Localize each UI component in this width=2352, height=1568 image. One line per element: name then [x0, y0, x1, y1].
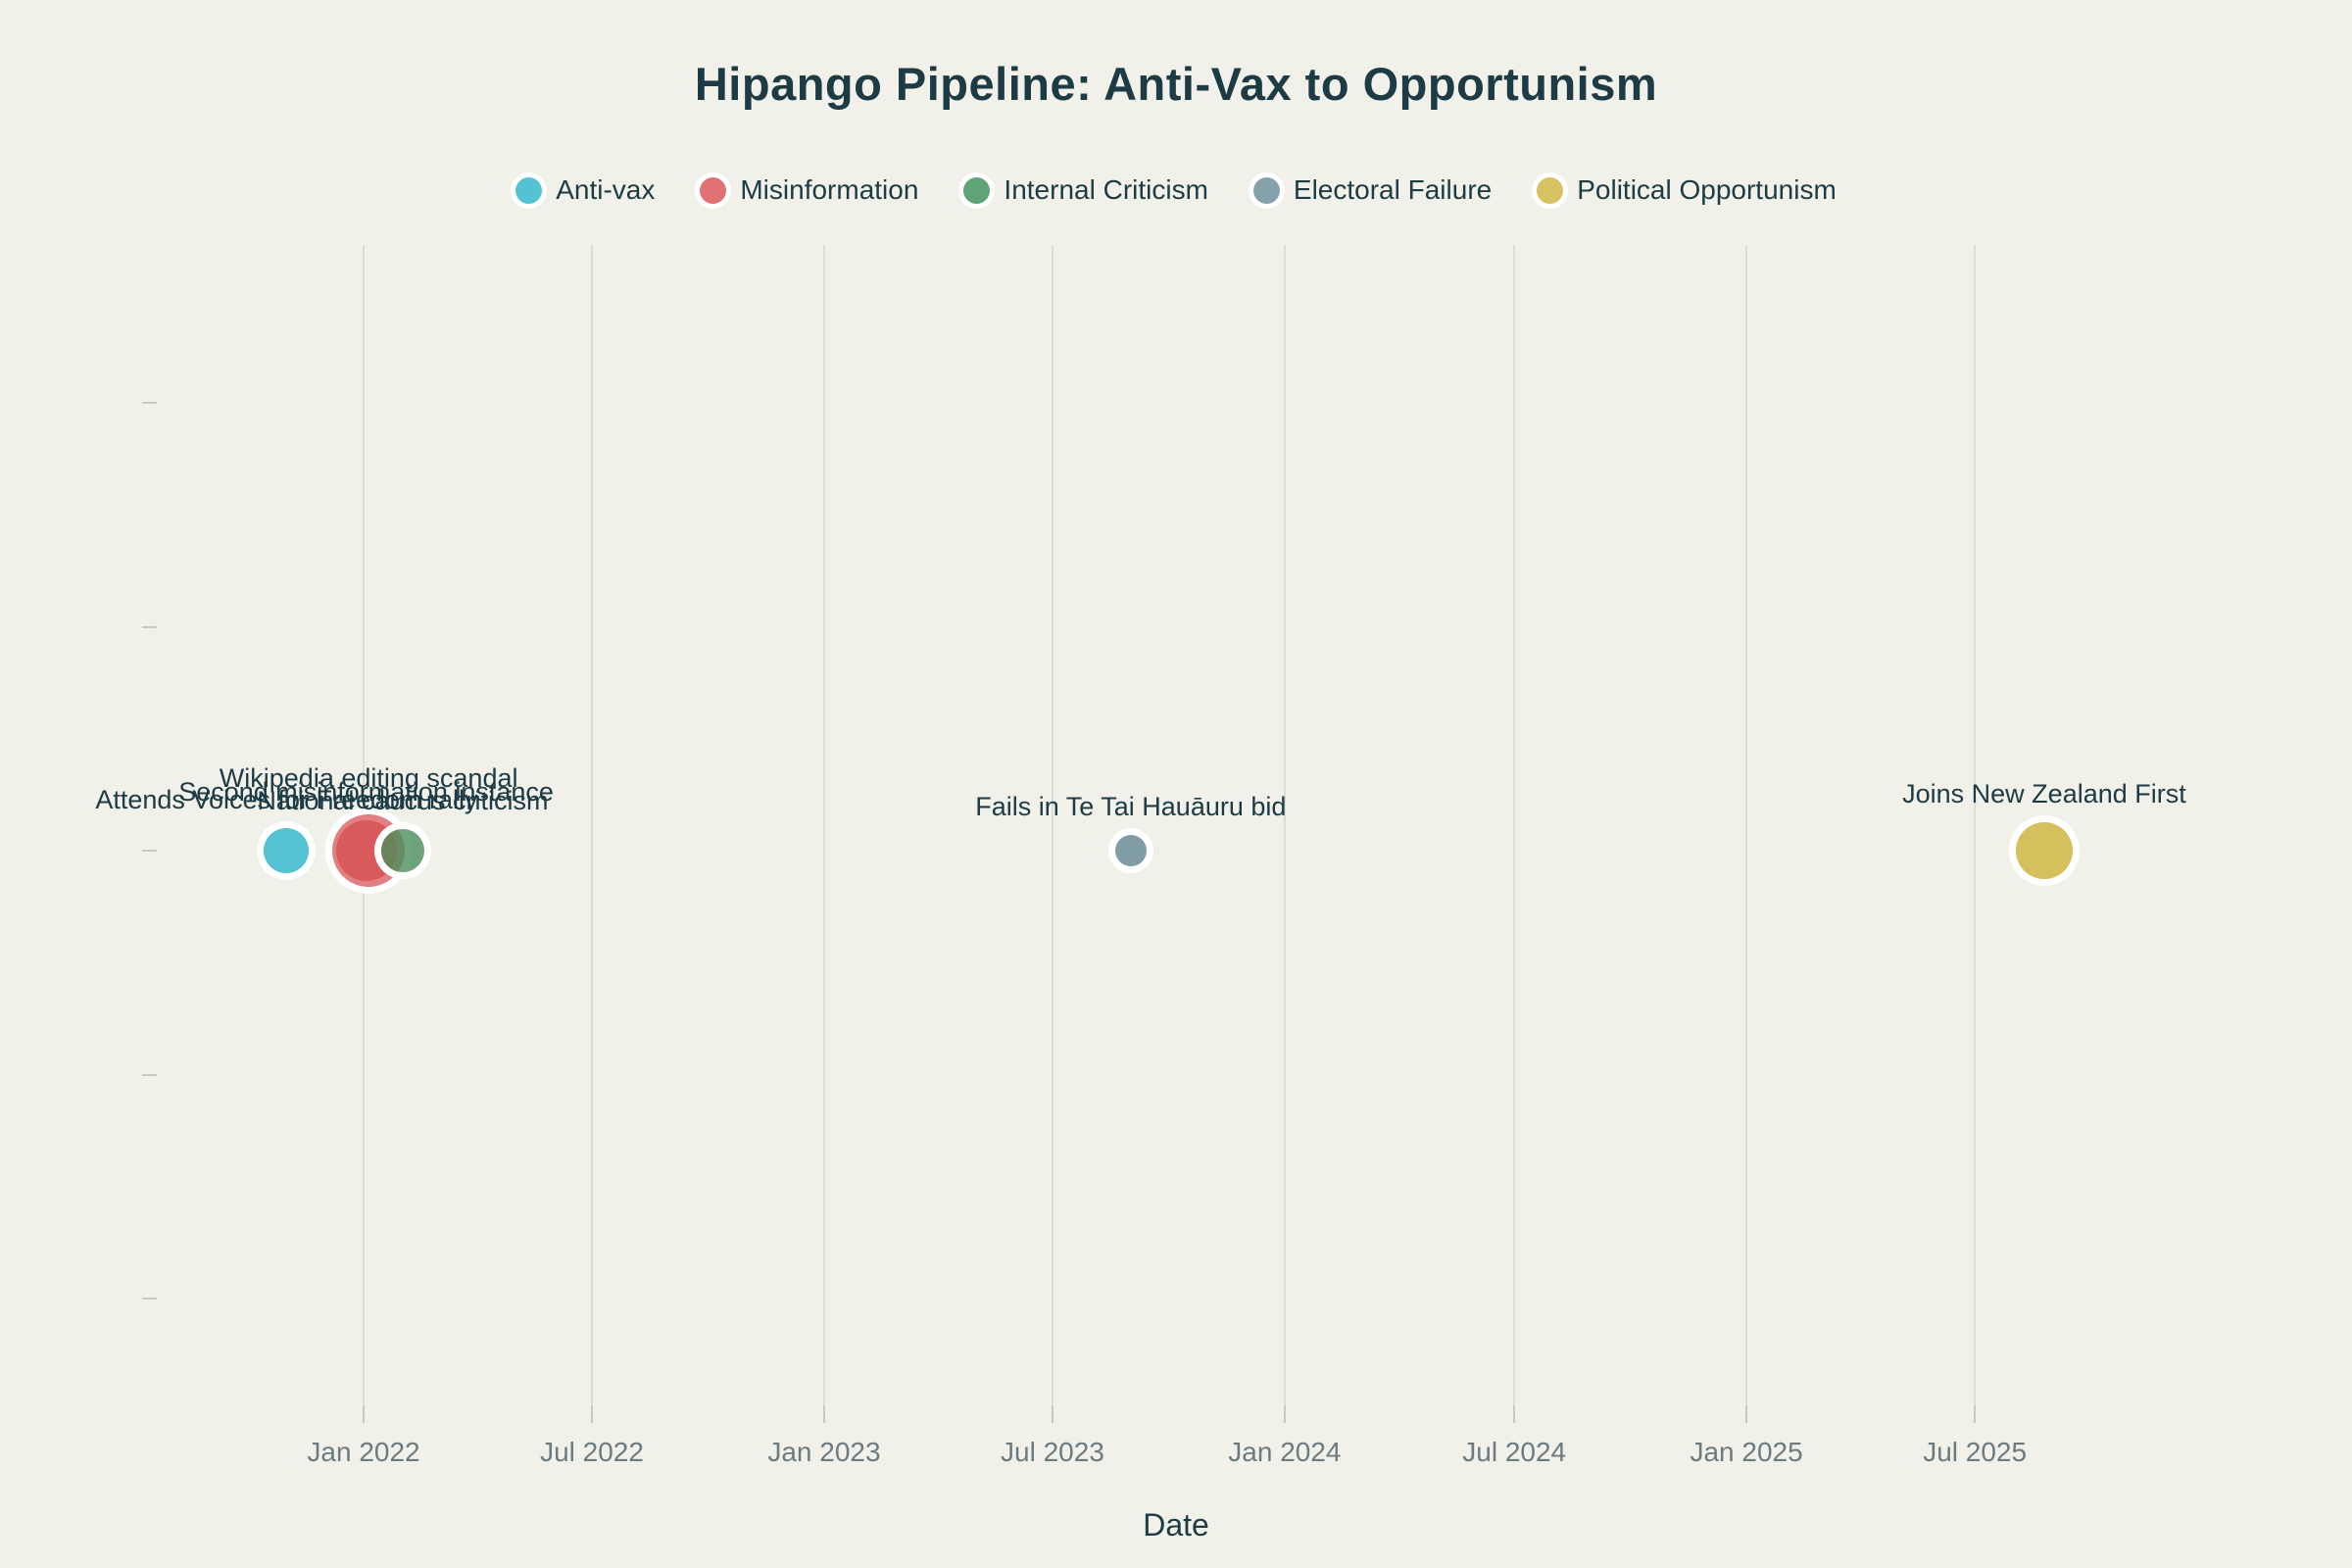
point-label: Attends Voices for Freedom rally [95, 785, 478, 814]
x-tick-mark [1283, 1405, 1286, 1423]
legend-item-misinformation[interactable]: Misinformation [700, 174, 918, 206]
x-tick-label: Jan 2025 [1690, 1437, 1803, 1467]
point-label: Joins New Zealand First [1902, 779, 2186, 808]
legend-circle-icon [700, 176, 727, 204]
y-tick-mark [142, 402, 157, 404]
gridline [1745, 245, 1748, 1423]
legend-label: Anti-vax [556, 174, 656, 205]
x-tick-mark [363, 1405, 365, 1423]
x-tick-mark [1051, 1405, 1054, 1423]
legend-circle-icon [1252, 176, 1280, 204]
x-tick-mark [822, 1405, 825, 1423]
x-axis-title: Date [1143, 1507, 1209, 1543]
legend-item-anti-vax[interactable]: Anti-vax [515, 174, 655, 206]
gridline [591, 245, 594, 1423]
y-tick-mark [142, 1073, 157, 1076]
x-tick-mark [1513, 1405, 1516, 1423]
x-tick-label: Jul 2025 [1923, 1437, 2028, 1467]
gridline [1513, 245, 1516, 1423]
point-label: Second misinformation instance [178, 777, 554, 807]
x-tick-label: Jul 2023 [1001, 1437, 1104, 1467]
point-label: National caucus criticism [257, 786, 549, 815]
x-tick-mark [1745, 1405, 1748, 1423]
data-point-national-caucus-criticism[interactable] [380, 829, 424, 872]
legend: Anti-vax Misinformation Internal Criticism… [0, 174, 2352, 206]
legend-circle-icon [963, 176, 991, 204]
data-point-fails-in-te-tai-hau-uru-bid[interactable] [1114, 835, 1147, 866]
y-tick-mark [142, 625, 157, 628]
x-tick-label: Jul 2022 [540, 1437, 644, 1467]
gridline [1051, 245, 1054, 1423]
x-tick-label: Jan 2023 [767, 1437, 881, 1467]
point-label: Wikipedia editing scandal [219, 763, 518, 793]
gridline [1974, 245, 1977, 1423]
chart-title: Hipango Pipeline: Anti-Vax to Opportunis… [694, 58, 1658, 110]
legend-item-electoral-failure[interactable]: Electoral Failure [1252, 174, 1493, 206]
x-tick-mark [1974, 1405, 1977, 1423]
y-tick-mark [142, 1298, 157, 1299]
legend-label: Political Opportunism [1577, 174, 1837, 205]
legend-item-internal-criticism[interactable]: Internal Criticism [963, 174, 1208, 206]
legend-label: Internal Criticism [1004, 174, 1208, 205]
y-tick-mark [142, 850, 157, 852]
legend-label: Electoral Failure [1293, 174, 1493, 205]
legend-circle-icon [515, 176, 543, 204]
x-tick-label: Jul 2024 [1462, 1437, 1567, 1467]
gridline [822, 245, 825, 1423]
x-tick-label: Jan 2024 [1228, 1437, 1342, 1467]
x-tick-label: Jan 2022 [307, 1437, 420, 1467]
legend-item-political-opportunism[interactable]: Political Opportunism [1537, 174, 1837, 206]
data-point-attends-voices-for-freedom-rally[interactable] [264, 828, 310, 873]
data-point-joins-new-zealand-first[interactable] [2015, 822, 2073, 879]
x-tick-mark [591, 1405, 594, 1423]
legend-circle-icon [1537, 176, 1564, 204]
legend-label: Misinformation [740, 174, 919, 205]
gridline [1283, 245, 1286, 1423]
point-label: Fails in Te Tai Hauāuru bid [975, 792, 1287, 821]
